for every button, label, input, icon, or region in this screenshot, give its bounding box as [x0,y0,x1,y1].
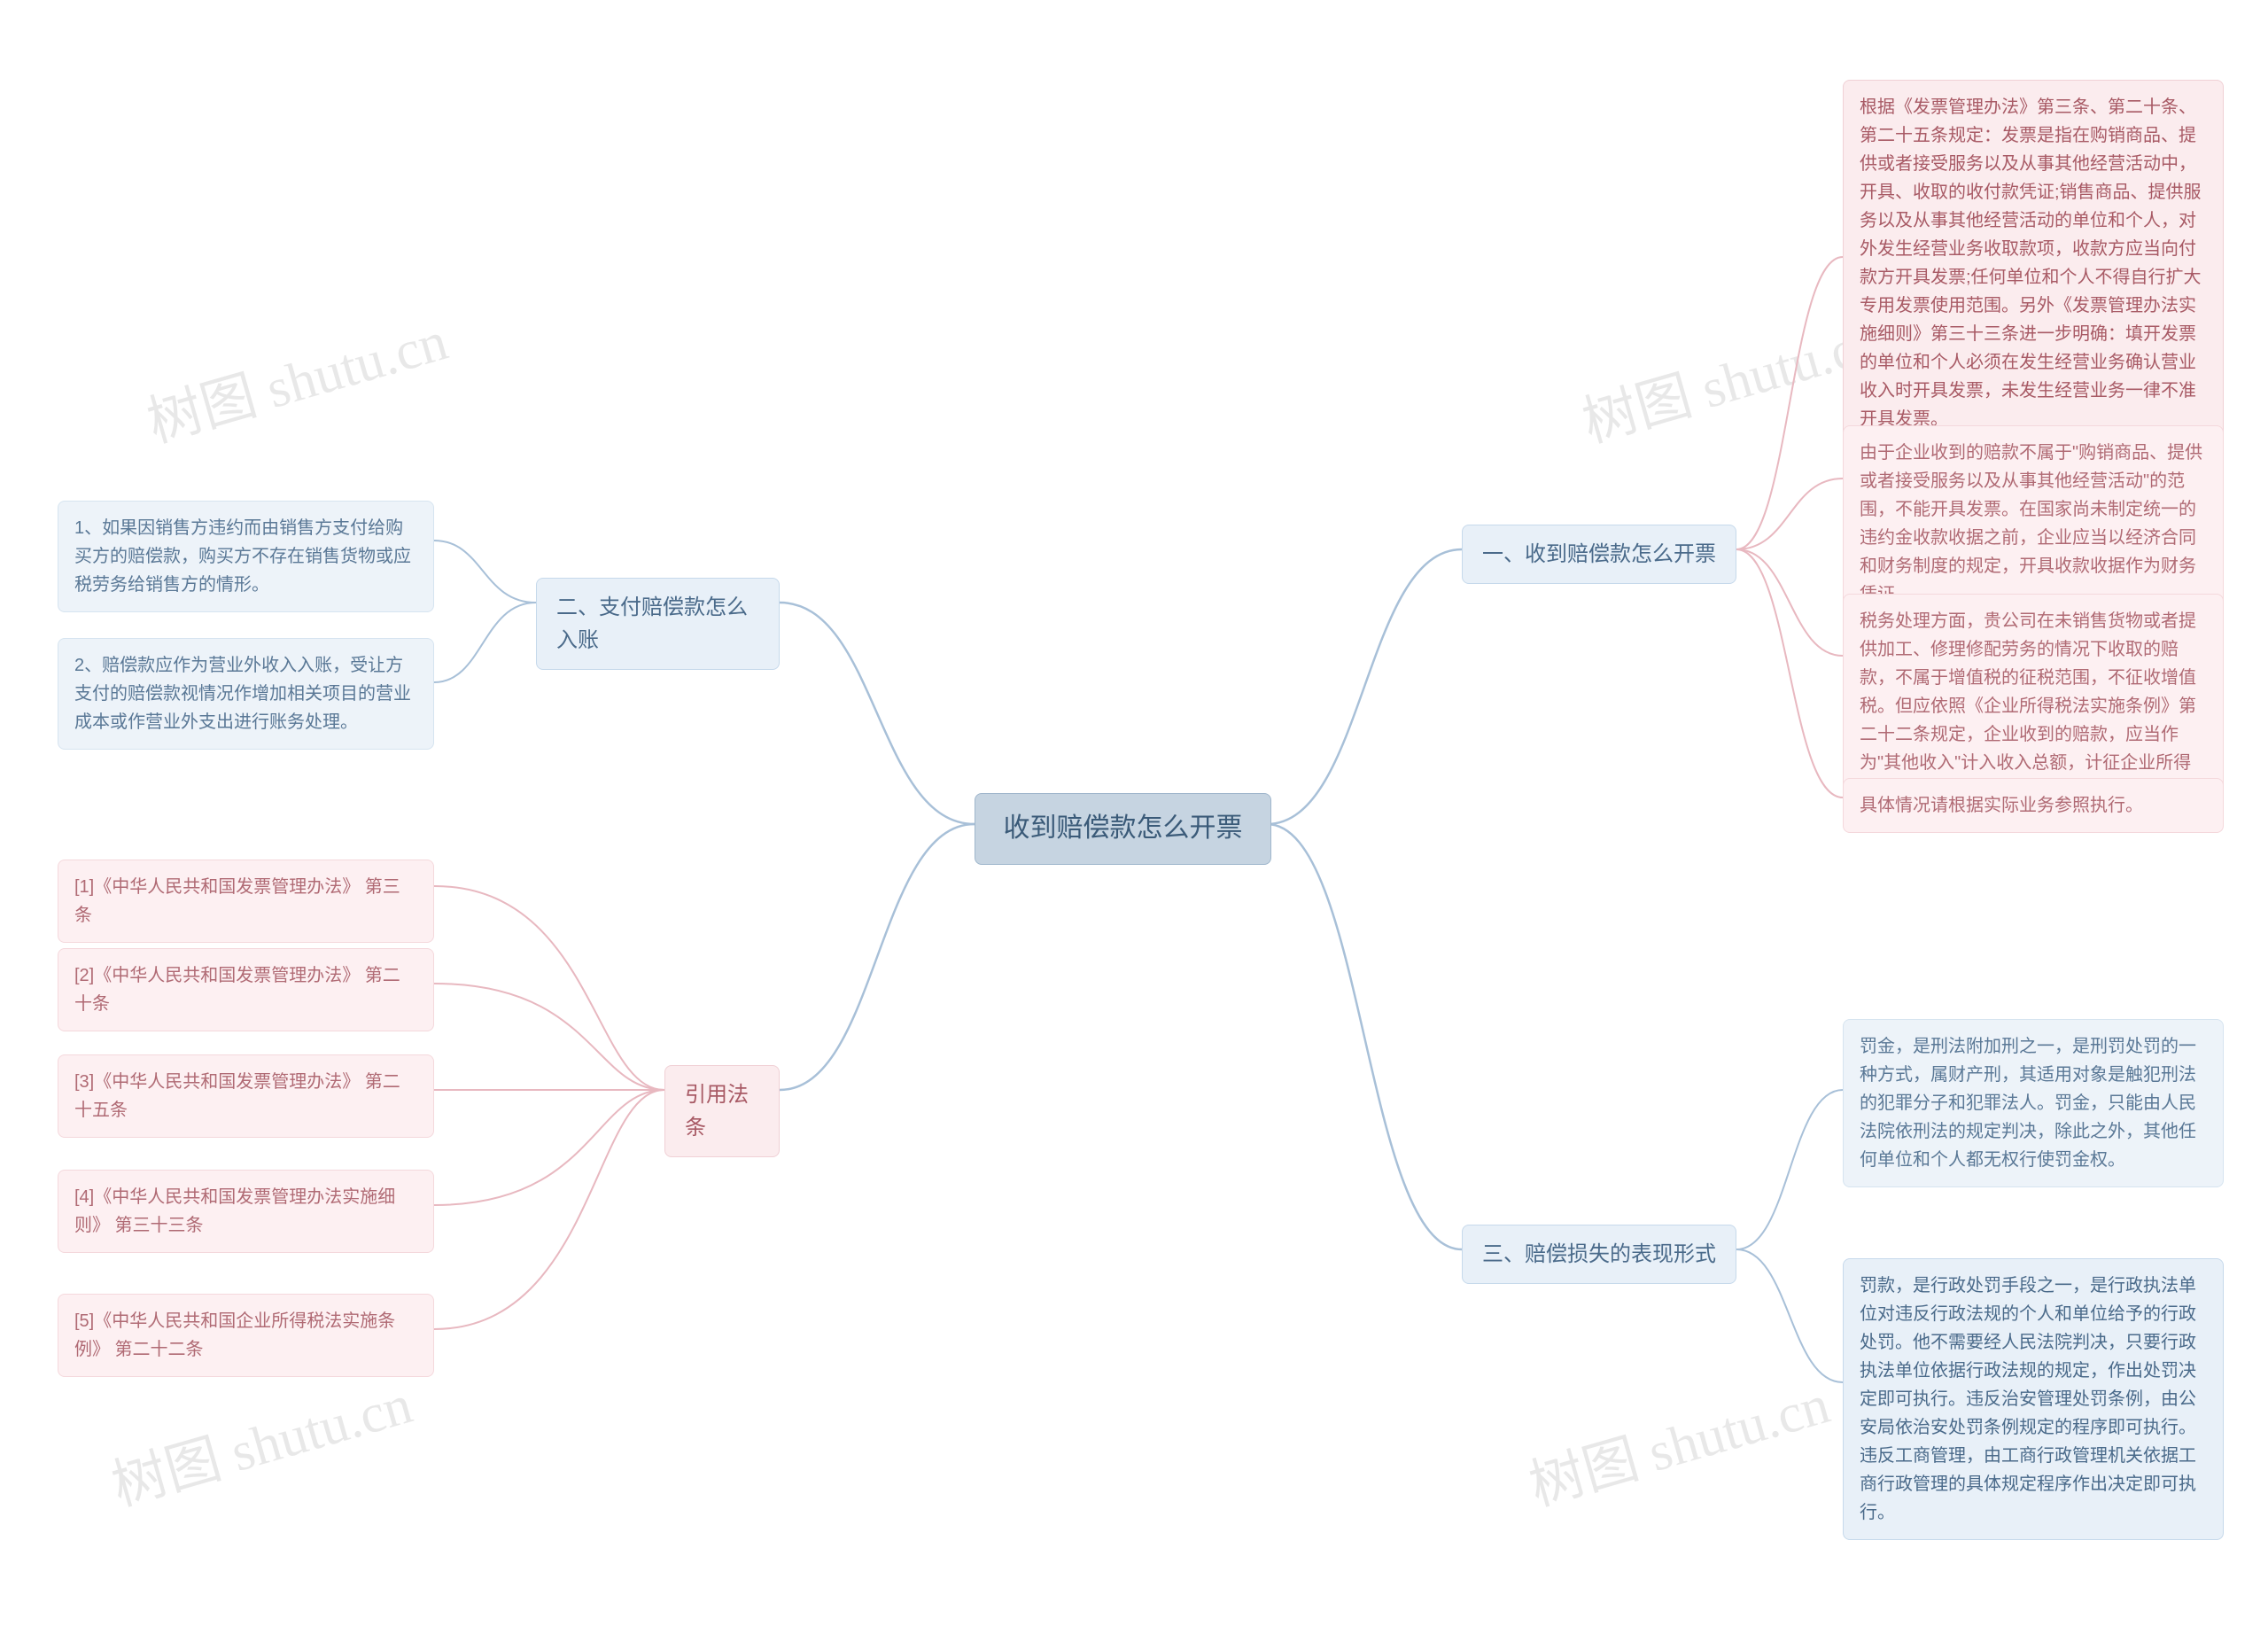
leaf-b2-2[interactable]: 2、赔偿款应作为营业外收入入账，受让方支付的赔偿款视情况作增加相关项目的营业成本… [58,638,434,750]
watermark: 树图 shutu.cn [1518,1359,1837,1521]
leaf-b4-3-text: [3]《中华人民共和国发票管理办法》 第二十五条 [74,1072,400,1120]
branch-2[interactable]: 二、支付赔偿款怎么入账 [536,578,780,670]
leaf-b1-2-text: 由于企业收到的赔款不属于"购销商品、提供或者接受服务以及从事其他经营活动"的范围… [1860,443,2202,604]
leaf-b4-4[interactable]: [4]《中华人民共和国发票管理办法实施细则》 第三十三条 [58,1170,434,1253]
branch-4[interactable]: 引用法条 [664,1065,780,1157]
leaf-b3-2-text: 罚款，是行政处罚手段之一，是行政执法单位对违反行政法规的个人和单位给予的行政处罚… [1860,1276,2196,1522]
leaf-b1-1[interactable]: 根据《发票管理办法》第三条、第二十条、第二十五条规定：发票是指在购销商品、提供或… [1843,80,2224,447]
leaf-b2-1[interactable]: 1、如果因销售方违约而由销售方支付给购买方的赔偿款，购买方不存在销售货物或应税劳… [58,501,434,612]
branch-1-label: 一、收到赔偿款怎么开票 [1482,542,1716,566]
leaf-b1-3-text: 税务处理方面，贵公司在未销售货物或者提供加工、修理修配劳务的情况下收取的赔款，不… [1860,611,2196,801]
leaf-b2-2-text: 2、赔偿款应作为营业外收入入账，受让方支付的赔偿款视情况作增加相关项目的营业成本… [74,656,411,732]
leaf-b4-2-text: [2]《中华人民共和国发票管理办法》 第二十条 [74,966,400,1014]
branch-3[interactable]: 三、赔偿损失的表现形式 [1462,1225,1736,1284]
center-node[interactable]: 收到赔偿款怎么开票 [975,793,1271,865]
leaf-b4-4-text: [4]《中华人民共和国发票管理办法实施细则》 第三十三条 [74,1187,395,1235]
watermark: 树图 shutu.cn [136,296,454,457]
leaf-b4-2[interactable]: [2]《中华人民共和国发票管理办法》 第二十条 [58,948,434,1031]
leaf-b1-4[interactable]: 具体情况请根据实际业务参照执行。 [1843,778,2224,833]
leaf-b4-1[interactable]: [1]《中华人民共和国发票管理办法》 第三条 [58,860,434,943]
leaf-b4-5-text: [5]《中华人民共和国企业所得税法实施条例》 第二十二条 [74,1311,395,1359]
branch-3-label: 三、赔偿损失的表现形式 [1482,1242,1716,1266]
branch-2-label: 二、支付赔偿款怎么入账 [556,595,748,652]
branch-4-label: 引用法条 [685,1083,749,1140]
center-label: 收到赔偿款怎么开票 [1004,813,1243,843]
leaf-b4-1-text: [1]《中华人民共和国发票管理办法》 第三条 [74,877,400,925]
branch-1[interactable]: 一、收到赔偿款怎么开票 [1462,525,1736,584]
leaf-b3-2[interactable]: 罚款，是行政处罚手段之一，是行政执法单位对违反行政法规的个人和单位给予的行政处罚… [1843,1258,2224,1540]
watermark: 树图 shutu.cn [101,1359,419,1521]
leaf-b1-4-text: 具体情况请根据实际业务参照执行。 [1860,796,2143,815]
leaf-b3-1[interactable]: 罚金，是刑法附加刑之一，是刑罚处罚的一种方式，属财产刑，其适用对象是触犯刑法的犯… [1843,1019,2224,1187]
leaf-b1-2[interactable]: 由于企业收到的赔款不属于"购销商品、提供或者接受服务以及从事其他经营活动"的范围… [1843,425,2224,622]
leaf-b3-1-text: 罚金，是刑法附加刑之一，是刑罚处罚的一种方式，属财产刑，其适用对象是触犯刑法的犯… [1860,1037,2196,1170]
leaf-b2-1-text: 1、如果因销售方违约而由销售方支付给购买方的赔偿款，购买方不存在销售货物或应税劳… [74,518,411,595]
leaf-b4-3[interactable]: [3]《中华人民共和国发票管理办法》 第二十五条 [58,1054,434,1138]
leaf-b1-1-text: 根据《发票管理办法》第三条、第二十条、第二十五条规定：发票是指在购销商品、提供或… [1860,97,2202,429]
leaf-b4-5[interactable]: [5]《中华人民共和国企业所得税法实施条例》 第二十二条 [58,1294,434,1377]
